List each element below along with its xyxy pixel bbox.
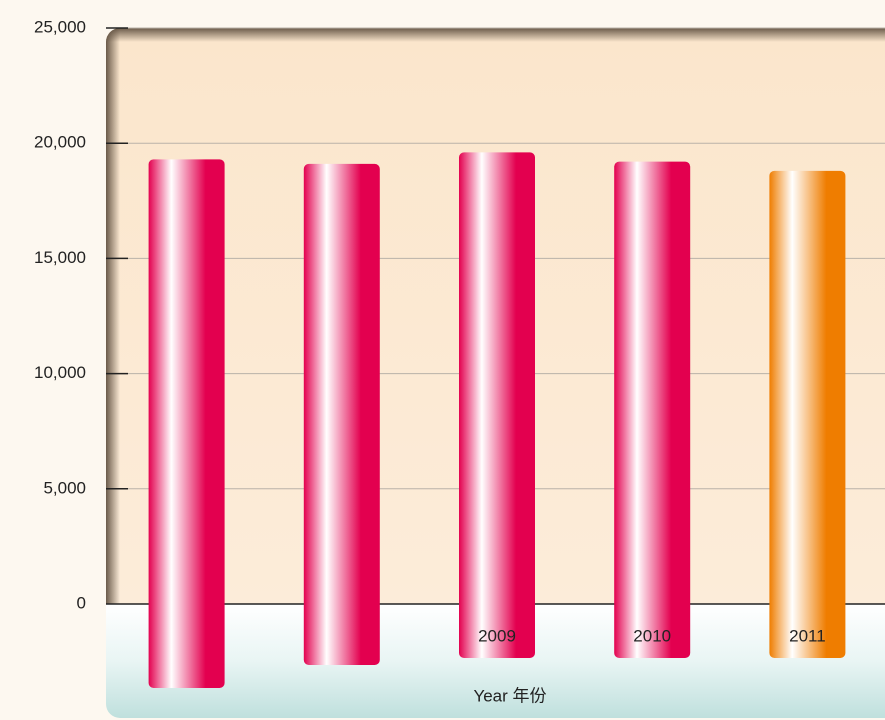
x-tick-label: 2009 (478, 626, 516, 645)
y-tick-label: 20,000 (34, 133, 86, 152)
y-tick-label: 25,000 (34, 17, 86, 36)
shadow (106, 28, 885, 42)
y-tick-label: 0 (77, 593, 86, 612)
x-tick-label: 2011 (789, 626, 826, 645)
bar (303, 163, 380, 665)
shadow (106, 28, 120, 604)
y-tick-label: 10,000 (34, 363, 86, 382)
bars: 2009 2010 2011 (148, 152, 846, 688)
x-tick-label: 2010 (633, 626, 671, 645)
y-tick-label: 5,000 (43, 478, 86, 497)
x-axis-label: Year 年份 (473, 686, 546, 705)
y-tick-label: 15,000 (34, 248, 86, 267)
bar (148, 159, 225, 688)
bar (459, 152, 535, 658)
bar (614, 161, 691, 658)
bar (769, 170, 846, 658)
